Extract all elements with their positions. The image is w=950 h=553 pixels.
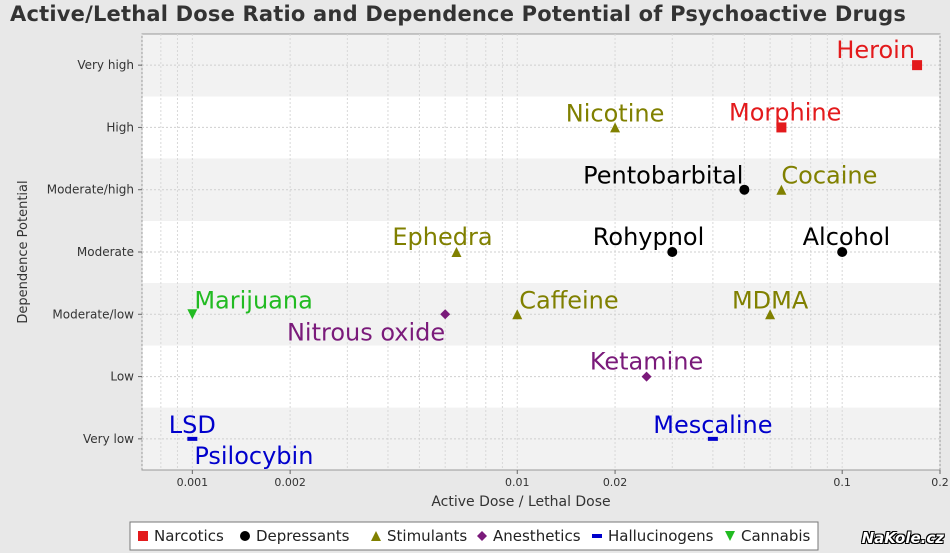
band-very-high [142, 34, 940, 97]
legend-marker-stimulants [371, 531, 381, 541]
label-ephedra: Ephedra [392, 223, 492, 251]
label-alcohol: Alcohol [803, 223, 891, 251]
point-cocaine [776, 184, 787, 195]
y-tick-label: Moderate/high [47, 183, 134, 197]
label-lsd: LSD [169, 411, 216, 439]
label-marijuana: Marijuana [194, 286, 312, 314]
legend-label-hallucinogens: Hallucinogens [608, 527, 714, 545]
legend-marker-depressants [240, 531, 250, 541]
label-nitrous-oxide: Nitrous oxide [287, 318, 445, 346]
label-heroin: Heroin [836, 36, 915, 64]
label-ketamine: Ketamine [590, 348, 703, 376]
legend-label-anesthetics: Anesthetics [493, 527, 581, 545]
point-marijuana [187, 309, 198, 320]
point-alcohol [837, 247, 848, 257]
label-cocaine: Cocaine [781, 162, 877, 190]
label-caffeine: Caffeine [519, 286, 618, 314]
point-pentobarbital [739, 184, 750, 195]
x-tick-label: 0.2 [931, 476, 949, 489]
x-tick-label: 0.02 [603, 476, 628, 489]
point-ephedra [451, 247, 462, 257]
legend-marker-hallucinogens [592, 534, 602, 538]
y-tick-label: Very low [83, 432, 134, 446]
legend-label-cannabis: Cannabis [741, 527, 811, 545]
label-pentobarbital: Pentobarbital [583, 162, 743, 190]
point-nicotine [610, 122, 621, 133]
y-tick-label: Low [110, 370, 134, 384]
label-rohypnol: Rohypnol [593, 223, 705, 251]
x-tick-label: 0.01 [505, 476, 530, 489]
legend-label-narcotics: Narcotics [154, 527, 224, 545]
legend-marker-narcotics [138, 531, 148, 541]
point-heroin [912, 60, 923, 71]
legend-marker-anesthetics [477, 531, 487, 541]
point-rohypnol [667, 247, 678, 257]
y-axis-label: Dependence Potential [16, 180, 31, 323]
watermark-logo: NaKole.cz [861, 529, 944, 547]
y-tick-label: High [106, 120, 134, 134]
label-nicotine: Nicotine [566, 99, 665, 127]
chart-title: Active/Lethal Dose Ratio and Dependence … [10, 2, 907, 26]
point-mescaline [707, 436, 718, 441]
y-tick-label: Moderate [77, 245, 134, 259]
legend-marker-cannabis [725, 531, 735, 541]
point-caffeine [512, 309, 523, 320]
x-axis-label: Active Dose / Lethal Dose [431, 494, 610, 510]
x-tick-label: 0.001 [177, 476, 209, 489]
label-psilocybin: Psilocybin [194, 442, 313, 470]
label-mdma: MDMA [732, 286, 809, 314]
point-lsd [187, 436, 198, 441]
band-low [142, 345, 940, 408]
point-nitrous-oxide [440, 309, 451, 320]
point-mdma [765, 309, 776, 320]
point-ketamine [641, 371, 652, 382]
y-tick-label: Very high [77, 58, 134, 72]
legend-label-depressants: Depressants [256, 527, 350, 545]
label-morphine: Morphine [729, 98, 841, 126]
label-mescaline: Mescaline [653, 411, 772, 439]
legend-box [129, 521, 819, 551]
y-tick-label: Moderate/low [52, 307, 134, 321]
legend-label-stimulants: Stimulants [387, 527, 467, 545]
x-tick-label: 0.002 [274, 476, 306, 489]
x-tick-label: 0.1 [833, 476, 851, 489]
point-morphine [776, 122, 787, 133]
